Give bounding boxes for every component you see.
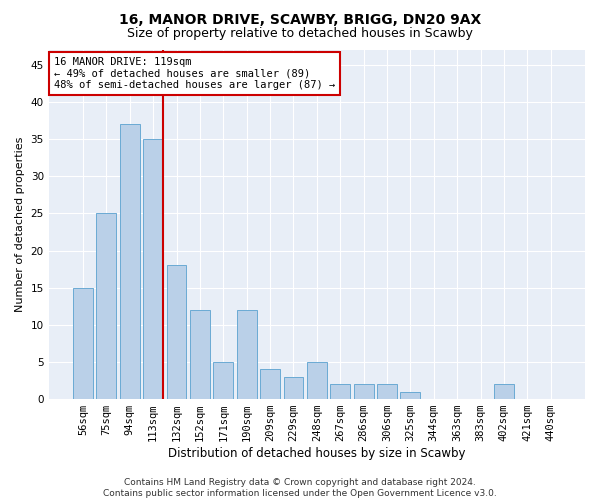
Text: 16 MANOR DRIVE: 119sqm
← 49% of detached houses are smaller (89)
48% of semi-det: 16 MANOR DRIVE: 119sqm ← 49% of detached… bbox=[54, 57, 335, 90]
Bar bbox=[167, 266, 187, 399]
Bar bbox=[260, 370, 280, 399]
Text: 16, MANOR DRIVE, SCAWBY, BRIGG, DN20 9AX: 16, MANOR DRIVE, SCAWBY, BRIGG, DN20 9AX bbox=[119, 12, 481, 26]
Bar bbox=[190, 310, 210, 399]
Bar bbox=[353, 384, 374, 399]
Bar bbox=[377, 384, 397, 399]
Y-axis label: Number of detached properties: Number of detached properties bbox=[15, 137, 25, 312]
Bar bbox=[494, 384, 514, 399]
Bar bbox=[307, 362, 327, 399]
Bar bbox=[214, 362, 233, 399]
X-axis label: Distribution of detached houses by size in Scawby: Distribution of detached houses by size … bbox=[168, 447, 466, 460]
Bar bbox=[143, 139, 163, 399]
Text: Contains HM Land Registry data © Crown copyright and database right 2024.
Contai: Contains HM Land Registry data © Crown c… bbox=[103, 478, 497, 498]
Bar bbox=[400, 392, 421, 399]
Bar bbox=[97, 214, 116, 399]
Bar bbox=[237, 310, 257, 399]
Bar bbox=[73, 288, 93, 399]
Bar bbox=[284, 377, 304, 399]
Bar bbox=[330, 384, 350, 399]
Bar bbox=[120, 124, 140, 399]
Text: Size of property relative to detached houses in Scawby: Size of property relative to detached ho… bbox=[127, 28, 473, 40]
